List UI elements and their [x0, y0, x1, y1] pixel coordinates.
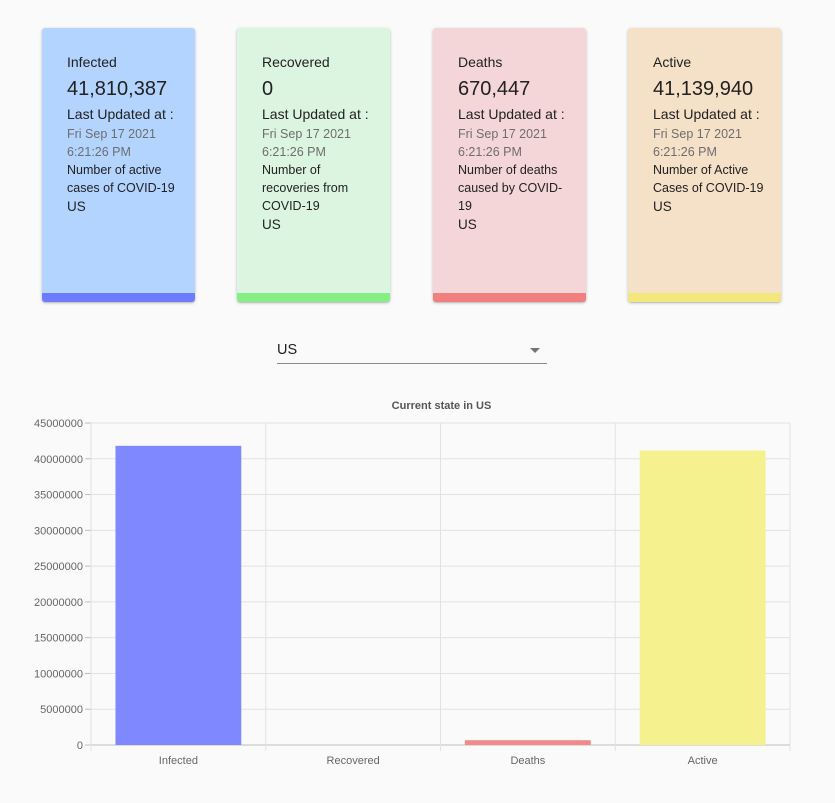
card-count: 670,447	[458, 78, 531, 100]
y-tick-label: 40000000	[34, 454, 83, 466]
bar-chart-svg: Current state in US 0 5000000 10000000 15000…	[34, 400, 791, 767]
bar-active	[639, 450, 766, 745]
card-description: Number of Active Cases of COVID-19	[653, 163, 764, 195]
card-count: 0	[262, 78, 274, 100]
y-tick-label: 30000000	[34, 525, 83, 537]
card-date: Fri Sep 17 2021 6:21:26 PM	[262, 127, 351, 159]
bar-infected	[115, 445, 242, 745]
x-tick-label: Deaths	[510, 755, 545, 767]
x-tick-label: Active	[688, 755, 718, 767]
card-country: US	[458, 217, 477, 232]
y-tick-label: 25000000	[34, 561, 83, 573]
card-accent-bar	[433, 293, 586, 302]
card-country: US	[653, 199, 672, 214]
card-recovered: Recovered 0 Last Updated at : Fri Sep 17…	[237, 28, 390, 302]
y-tick-label: 10000000	[34, 668, 83, 680]
chart-title: Current state in US	[392, 400, 492, 412]
bar-deaths	[464, 740, 591, 745]
y-tick-label: 45000000	[34, 418, 83, 430]
y-tick-label: 35000000	[34, 490, 83, 502]
summary-cards: Infected 41,810,387 Last Updated at : Fr…	[0, 0, 835, 310]
card-title: Recovered	[262, 54, 330, 70]
card-deaths: Deaths 670,447 Last Updated at : Fri Sep…	[433, 28, 586, 302]
card-active: Active 41,139,940 Last Updated at : Fri …	[628, 28, 781, 302]
card-accent-bar	[42, 293, 195, 302]
card-count: 41,139,940	[653, 78, 754, 100]
y-tick-label: 15000000	[34, 633, 83, 645]
bar-chart: Current state in US 0 5000000 10000000 15000…	[0, 395, 835, 798]
y-tick-label: 20000000	[34, 597, 83, 609]
card-description: Number of recoveries from COVID-19	[262, 163, 349, 213]
card-country: US	[262, 217, 281, 232]
card-title: Deaths	[458, 54, 503, 70]
card-description: Number of active cases of COVID-19	[67, 163, 175, 195]
country-select-value: US	[277, 342, 298, 358]
card-title: Active	[653, 54, 692, 70]
card-date: Fri Sep 17 2021 6:21:26 PM	[458, 127, 547, 159]
card-count: 41,810,387	[67, 78, 168, 100]
card-description: Number of deaths caused by COVID-19	[458, 163, 563, 213]
card-infected: Infected 41,810,387 Last Updated at : Fr…	[42, 28, 195, 302]
country-select[interactable]: US	[277, 336, 547, 364]
card-accent-bar	[237, 293, 390, 302]
card-title: Infected	[67, 54, 117, 70]
x-tick-label: Infected	[159, 755, 198, 767]
arrow-drop-down-icon[interactable]	[530, 348, 540, 353]
card-date: Fri Sep 17 2021 6:21:26 PM	[67, 127, 156, 159]
y-tick-label: 5000000	[40, 704, 83, 716]
card-updated-label: Last Updated at :	[653, 106, 760, 122]
y-tick-label: 0	[77, 740, 83, 752]
card-updated-label: Last Updated at :	[458, 106, 565, 122]
card-date: Fri Sep 17 2021 6:21:26 PM	[653, 127, 742, 159]
card-updated-label: Last Updated at :	[262, 106, 369, 122]
card-accent-bar	[628, 293, 781, 302]
card-country: US	[67, 199, 86, 214]
card-updated-label: Last Updated at :	[67, 106, 174, 122]
x-tick-label: Recovered	[327, 755, 380, 767]
